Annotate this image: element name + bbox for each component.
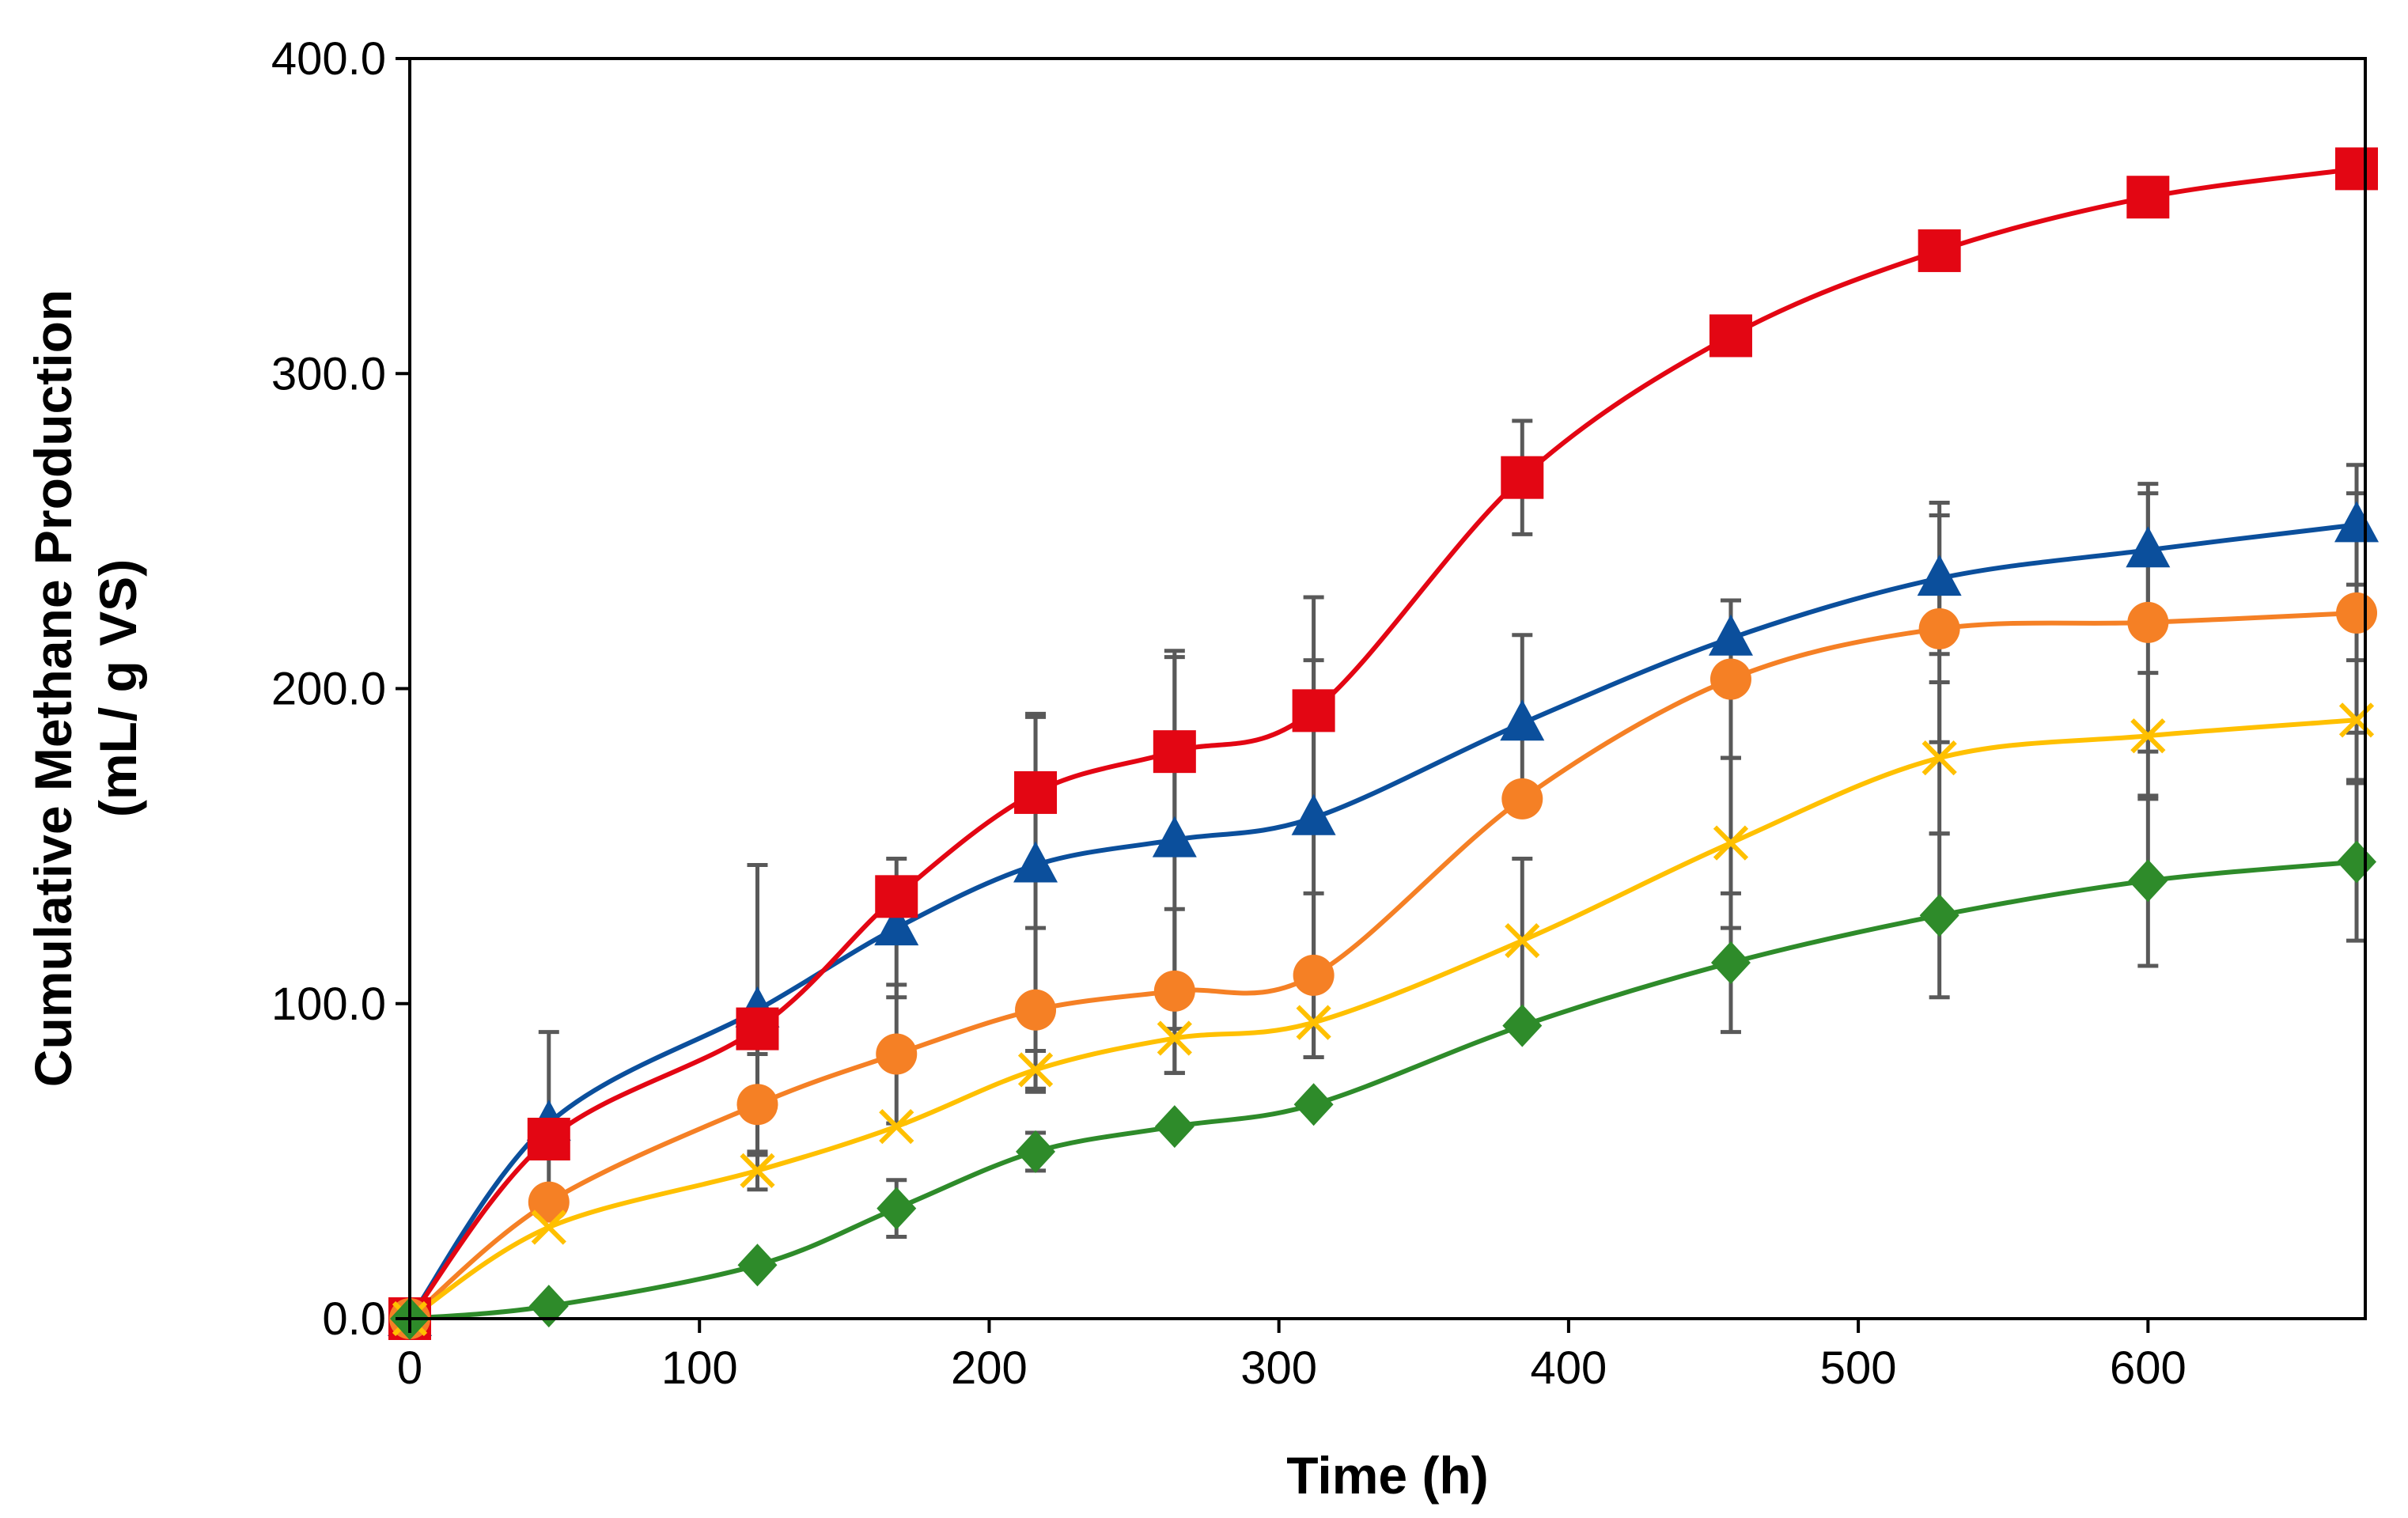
data-point-circle-120: [736, 1084, 778, 1126]
data-point-circle-600: [2127, 601, 2169, 643]
x-tick-label-600: 600: [2110, 1342, 2187, 1394]
data-point-diamond-264: [1154, 1105, 1195, 1149]
data-point-square-384: [1501, 456, 1544, 499]
y-tick-label-200: 200.0: [271, 664, 386, 715]
data-point-diamond-528: [1919, 894, 1959, 937]
data-point-circle-216: [1015, 989, 1057, 1031]
data-point-square-600: [2126, 176, 2170, 219]
data-point-diamond-120: [737, 1244, 778, 1287]
data-point-x-312: [1296, 1005, 1331, 1040]
data-point-diamond-216: [1016, 1130, 1056, 1173]
x-axis-title: Time (h): [1286, 1446, 1488, 1505]
data-point-circle-456: [1709, 658, 1751, 700]
series-line-circle: [408, 610, 2357, 1321]
data-point-square-264: [1153, 730, 1196, 774]
data-point-triangle-600: [2126, 526, 2171, 568]
data-point-square-672: [2335, 147, 2379, 191]
data-point-square-216: [1014, 770, 1058, 814]
data-point-circle-312: [1293, 954, 1335, 996]
x-tick-label-400: 400: [1530, 1342, 1607, 1394]
axis-ticks: [396, 57, 2150, 1333]
data-point-x-120: [740, 1153, 775, 1188]
y-axis-title-line1: Cumulative Methane Production: [24, 290, 82, 1087]
data-point-x-216: [1017, 1052, 1054, 1088]
data-point-triangle-168: [874, 904, 919, 946]
x-tick-label-200: 200: [951, 1342, 1028, 1394]
data-point-circle-672: [2336, 592, 2378, 634]
data-point-square-48: [527, 1117, 570, 1160]
x-tick-label-0: 0: [397, 1342, 422, 1394]
data-point-square-528: [1918, 229, 1961, 272]
data-point-x-264: [1157, 1020, 1192, 1056]
y-axis-title: Cumulative Methane Production (mL/ g VS): [24, 290, 147, 1087]
data-point-triangle-456: [1708, 614, 1753, 656]
data-point-triangle-672: [2334, 501, 2380, 543]
x-tick-label-100: 100: [661, 1342, 738, 1394]
data-point-diamond-384: [1502, 1004, 1543, 1047]
error-bars: [538, 318, 2368, 1239]
tick-labels: 0 100 200 300 400 500 600 0.0 100.0 200.0 300.0 400…: [271, 33, 2187, 1394]
data-point-x-672: [2338, 702, 2375, 738]
data-point-x-528: [1921, 740, 1957, 776]
data-point-square-312: [1292, 689, 1335, 733]
y-tick-label-300: 300.0: [271, 348, 386, 399]
data-point-triangle-216: [1013, 841, 1058, 883]
data-point-diamond-48: [528, 1285, 569, 1328]
series-line-triangle: [407, 522, 2357, 1320]
data-point-square-120: [736, 1007, 779, 1050]
x-tick-label-300: 300: [1240, 1342, 1317, 1394]
data-point-diamond-456: [1710, 941, 1751, 984]
series-line-x: [408, 717, 2357, 1321]
data-point-x-48: [531, 1209, 566, 1245]
data-point-triangle-528: [1917, 555, 1962, 596]
data-point-triangle-384: [1500, 699, 1545, 741]
x-tick-label-500: 500: [1820, 1342, 1897, 1394]
data-point-x-456: [1713, 825, 1749, 861]
series-lines: [407, 166, 2357, 1321]
data-point-circle-264: [1153, 970, 1195, 1012]
data-point-diamond-168: [876, 1187, 917, 1230]
data-point-square-168: [875, 875, 918, 918]
data-point-diamond-672: [2337, 840, 2377, 884]
y-tick-label-100: 100.0: [271, 979, 386, 1030]
data-point-square-456: [1709, 314, 1752, 358]
data-point-x-600: [2130, 718, 2166, 754]
series-markers: [388, 147, 2380, 1340]
data-point-diamond-600: [2128, 859, 2168, 903]
data-point-circle-168: [876, 1033, 918, 1075]
data-point-x-168: [879, 1108, 914, 1145]
y-axis-title-line2: (mL/ g VS): [89, 559, 147, 817]
data-point-circle-384: [1501, 778, 1543, 820]
data-point-triangle-312: [1291, 793, 1336, 835]
data-point-diamond-312: [1293, 1083, 1334, 1126]
data-point-circle-528: [1918, 608, 1960, 649]
series-line-diamond: [409, 859, 2357, 1321]
data-point-x-384: [1505, 922, 1540, 959]
data-point-triangle-264: [1152, 816, 1197, 857]
series-line-square: [407, 166, 2357, 1320]
y-tick-label-0: 0.0: [322, 1293, 386, 1345]
y-tick-label-400: 400.0: [271, 33, 386, 85]
data-point-circle-48: [528, 1181, 570, 1223]
